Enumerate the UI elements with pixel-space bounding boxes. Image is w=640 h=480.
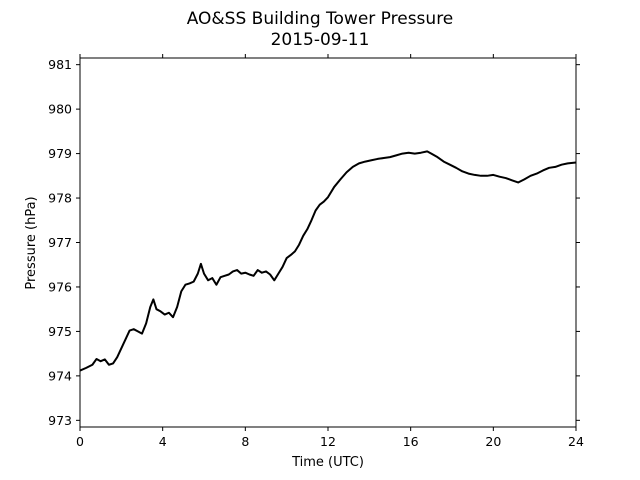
- plot-area: [80, 58, 576, 427]
- x-tick-label: 4: [159, 434, 167, 449]
- x-tick-label: 12: [320, 434, 336, 449]
- y-tick-label: 973: [48, 413, 72, 428]
- x-tick-label: 16: [403, 434, 419, 449]
- plot-frame: [79, 57, 577, 428]
- pressure-series-line: [79, 150, 577, 372]
- y-tick-label: 977: [48, 235, 72, 250]
- chart-title: AO&SS Building Tower Pressure: [187, 9, 454, 29]
- y-tick-label: 980: [48, 102, 72, 117]
- x-tick-label: 0: [76, 434, 84, 449]
- y-tick-label: 974: [48, 368, 72, 383]
- x-tick-label: 8: [241, 434, 249, 449]
- y-tick-label: 979: [48, 146, 72, 161]
- x-tick-label: 24: [568, 434, 584, 449]
- axis-ticks: 0 4 8 12 16 20 24 973 974 975 976 977 978 979 980 981: [48, 54, 584, 449]
- x-tick-label: 20: [485, 434, 501, 449]
- y-tick-label: 978: [48, 191, 72, 206]
- y-axis-label: Pressure (hPa): [24, 196, 39, 289]
- y-tick-label: 975: [48, 324, 72, 339]
- x-axis-label: Time (UTC): [291, 455, 364, 470]
- chart-subtitle: 2015-09-11: [271, 30, 370, 50]
- y-tick-label: 981: [48, 57, 72, 72]
- y-tick-label: 976: [48, 279, 72, 294]
